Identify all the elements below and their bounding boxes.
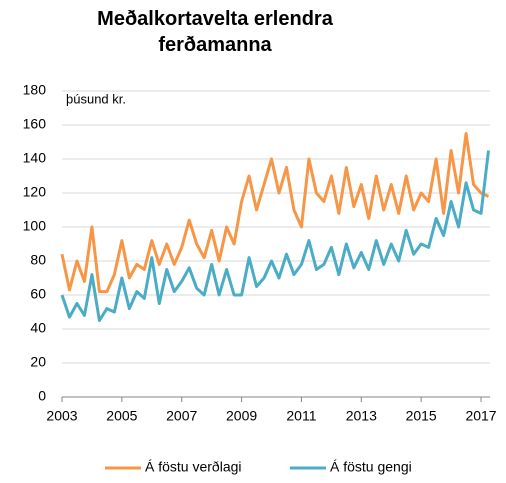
- x-tick-label: 2009: [226, 408, 257, 424]
- y-axis-label: þúsund kr.: [66, 91, 126, 106]
- x-tick-label: 2007: [166, 408, 197, 424]
- x-tick-label: 2011: [286, 408, 316, 424]
- x-tick-label: 2013: [346, 408, 377, 424]
- y-tick-label: 140: [23, 150, 47, 166]
- x-tick-label: 2017: [465, 408, 496, 424]
- y-tick-label: 120: [23, 184, 47, 200]
- chart-title: Meðalkortavelta erlendra ferðamanna: [97, 8, 333, 56]
- y-tick-label: 0: [38, 388, 46, 404]
- x-tick-label: 2003: [46, 408, 77, 424]
- y-tick-label: 60: [30, 286, 46, 302]
- x-tick-label: 2005: [106, 408, 137, 424]
- y-tick-label: 160: [23, 116, 47, 132]
- y-tick-label: 40: [30, 320, 46, 336]
- legend-label: Á föstu verðlagi: [145, 459, 242, 475]
- y-tick-label: 80: [30, 252, 46, 268]
- series-line: [60, 150, 490, 322]
- legend-label: Á föstu gengi: [330, 459, 412, 475]
- series-line: [60, 132, 490, 294]
- y-tick-label: 20: [30, 354, 46, 370]
- y-tick-label: 180: [23, 82, 47, 98]
- y-tick-label: 100: [23, 218, 47, 234]
- x-tick-label: 2015: [406, 408, 437, 424]
